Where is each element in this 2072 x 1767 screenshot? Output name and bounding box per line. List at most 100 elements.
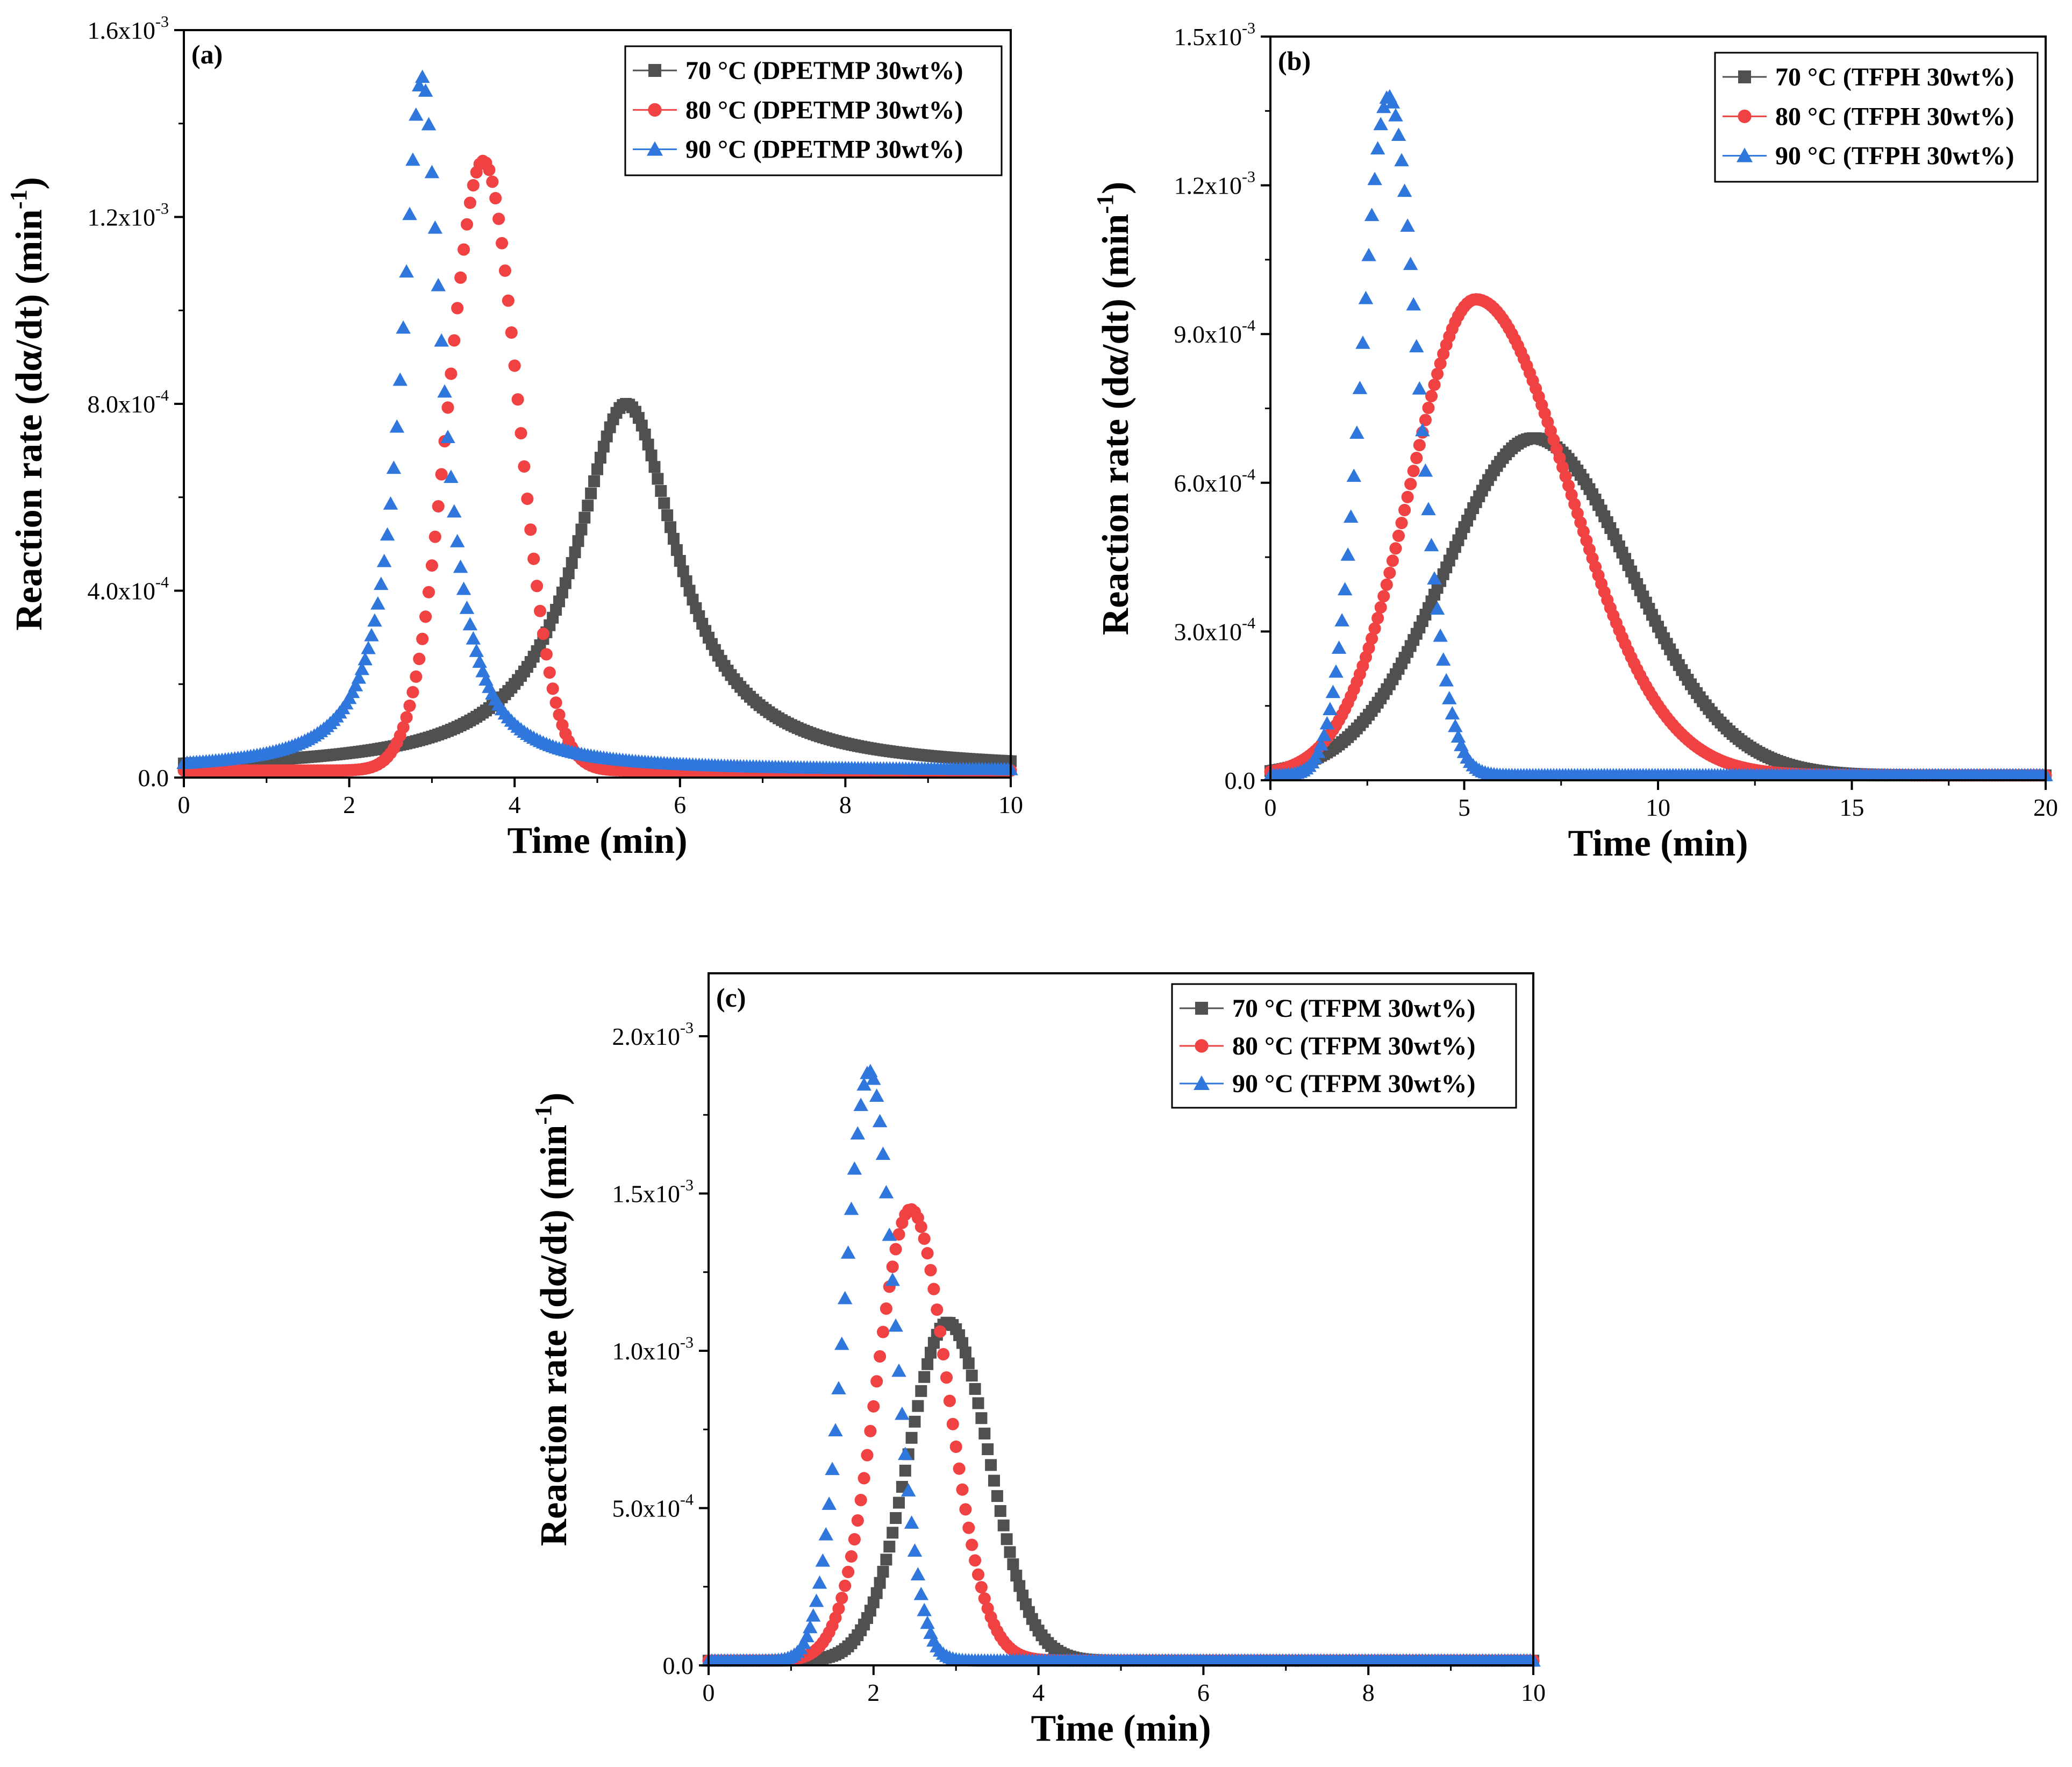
data-point [876,1326,890,1338]
panel-label: (a) [191,39,223,69]
y-tick-label: 8.0x10-4 [88,387,169,418]
data-point [1380,578,1393,591]
data-point [454,271,467,284]
y-tick-label: 0.0 [663,1652,694,1679]
data-point [1334,613,1349,626]
data-point [867,1596,880,1608]
data-point [924,1264,937,1277]
data-point [575,523,588,536]
data-point [639,429,651,441]
data-point [1433,628,1448,642]
data-point [1398,504,1411,517]
data-point [818,1527,834,1541]
data-point [1373,117,1388,131]
data-point [1407,465,1420,478]
data-point [411,78,427,92]
data-point [432,500,445,513]
data-point [400,711,413,724]
data-point [898,1447,913,1460]
y-tick-label: 9.0x10-4 [1174,317,1256,348]
data-point [905,1431,918,1444]
data-point [1397,183,1412,197]
x-tick-label: 0 [178,791,190,818]
x-tick-label: 4 [1032,1679,1045,1706]
data-point [1410,452,1423,465]
x-tick-label: 15 [1840,794,1864,821]
data-point [915,1385,927,1397]
data-point [918,1371,931,1383]
data-point [889,1243,902,1256]
panel-label: (b) [1278,46,1311,76]
data-point [652,473,664,485]
data-point [1343,509,1359,523]
data-point [991,1490,1003,1502]
data-point [1331,640,1347,654]
data-point [524,523,537,536]
data-point [591,463,603,475]
data-point [406,686,419,699]
data-point [445,367,458,380]
data-point [531,580,544,593]
data-point [1313,737,1329,751]
data-point [956,1483,969,1496]
series-triangle-a [176,69,1018,775]
data-point [1376,99,1391,113]
y-tick-label: 1.5x10-3 [612,1177,694,1208]
legend-label: 70 °C (TFPM 30wt%) [1232,994,1475,1023]
data-point [462,617,478,631]
data-point [850,1126,866,1140]
data-point [566,557,578,569]
data-point [431,277,446,291]
data-point [1419,414,1432,426]
data-point [1400,218,1415,232]
data-point [1368,622,1381,635]
data-point [872,1114,888,1128]
data-point [553,595,566,608]
y-tick-label: 1.2x10-3 [88,200,169,231]
data-point [458,243,470,256]
data-point [895,1406,910,1420]
legend-box [624,45,1003,176]
data-point [856,1077,871,1091]
data-point [1358,290,1374,304]
data-point [839,1579,852,1592]
data-point [396,320,411,334]
data-point [927,1282,940,1295]
y-axis-title: Reaction rate (dα/dt) (min-1) [1092,182,1137,636]
panel-label: (c) [716,982,746,1013]
data-point [405,152,420,166]
data-point [403,699,416,712]
data-point [1422,401,1435,415]
data-point [799,1629,814,1643]
data-point [1401,490,1414,503]
data-point [448,334,461,347]
legend: 70 °C (TFPH 30wt%) 80 °C (TFPH 30wt%) 90 °… [1714,52,2039,183]
data-point [434,333,449,347]
data-point [364,628,379,642]
data-point [389,419,405,433]
data-point [437,384,452,398]
legend-label: 70 °C (DPETMP 30wt%) [685,56,963,85]
data-point [511,393,524,406]
legend-marker-triangle [647,141,663,156]
legend-label: 80 °C (DPETMP 30wt%) [685,96,963,124]
data-point [796,1636,811,1649]
data-point [953,1462,966,1475]
legend: 70 °C (TFPM 30wt%) 80 °C (TFPM 30wt%) 90 °… [1171,983,1517,1109]
data-point [886,1260,899,1273]
data-point [421,117,437,131]
data-point [890,1512,902,1524]
data-point [815,1553,831,1567]
data-point [1439,673,1454,687]
series-triangle-b [1263,89,2053,781]
data-point [985,1459,997,1471]
data-point [969,1554,982,1567]
data-point [1004,1546,1016,1558]
y-tick-label: 1.6x10-3 [88,13,169,44]
data-point [358,652,373,666]
data-point [440,430,455,443]
data-point [885,1272,900,1286]
data-point [515,427,527,440]
data-point [907,1543,923,1557]
data-point [415,69,430,83]
